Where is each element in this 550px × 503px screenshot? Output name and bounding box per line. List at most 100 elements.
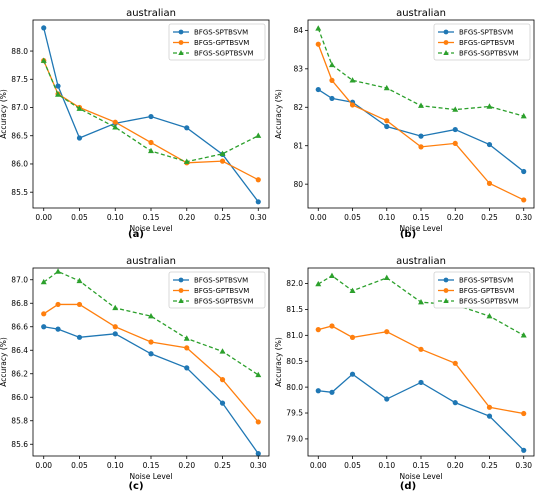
- panel-caption: (b): [400, 229, 416, 240]
- series-point-1: [55, 83, 61, 89]
- series-point-2: [315, 41, 321, 47]
- legend-label-3: BFGS-SGPTBSVM: [194, 50, 254, 58]
- x-tick-label: 0.15: [143, 213, 160, 222]
- legend-marker-2: [178, 288, 184, 293]
- series-point-3: [452, 106, 459, 112]
- x-tick-label: 0.25: [214, 461, 231, 470]
- legend-marker-1: [443, 29, 449, 35]
- series-point-2: [452, 140, 458, 147]
- series-line-3: [317, 274, 525, 336]
- series-line-3: [43, 270, 259, 376]
- series-point-1: [76, 135, 83, 141]
- plot-frame: [307, 19, 535, 209]
- series-point-3: [486, 103, 493, 109]
- y-tick-label: 80.0: [286, 383, 303, 392]
- legend-label-2: BFGS-GPTBSVM: [459, 287, 514, 295]
- legend: BFGS-SPTBSVM BFGS-GPTBSVM BFGS-SGPTBSVM: [433, 23, 531, 61]
- series-point-3: [383, 274, 390, 281]
- series-line-2: [43, 303, 259, 423]
- series-point-3: [349, 77, 356, 83]
- x-tick-label: 0.25: [214, 213, 231, 222]
- series-line-1: [317, 89, 525, 172]
- legend-marker-3: [443, 50, 449, 55]
- series-point-2: [315, 327, 321, 333]
- chart-panel-1: australian 0.00 0.05 0.10 0.15 0.20 0.25 0.30 85…: [0, 8, 270, 240]
- series-point-1: [486, 141, 493, 148]
- series-point-1: [349, 371, 356, 377]
- x-axis-label: Noise Level: [400, 224, 443, 233]
- x-tick-label: 0.20: [447, 461, 464, 470]
- series-line-2: [318, 325, 524, 415]
- series-point-2: [55, 301, 61, 308]
- series-point-1: [255, 199, 261, 205]
- x-tick-label: 0.15: [413, 213, 430, 222]
- x-tick-label: 0.05: [344, 213, 361, 222]
- series-point-1: [384, 123, 390, 130]
- series-point-3: [148, 147, 154, 154]
- y-tick-label: 82: [293, 103, 303, 112]
- panel-caption: (d): [400, 481, 416, 492]
- series-point-2: [112, 119, 118, 125]
- chart-panel-3: australian 0.00 0.05 0.10 0.15 0.20 0.25 0.30 85…: [0, 256, 270, 492]
- series-point-2: [41, 311, 47, 317]
- x-tick-label: 0.20: [178, 461, 195, 470]
- series-point-3: [40, 57, 47, 63]
- x-tick-label: 0.15: [143, 461, 160, 470]
- series-point-3: [383, 84, 390, 91]
- series-point-1: [315, 86, 321, 93]
- series-point-3: [55, 91, 62, 97]
- legend-label-1: BFGS-SPTBSVM: [459, 29, 513, 37]
- y-tick-label: 85.8: [11, 416, 28, 425]
- series-line-2: [43, 60, 259, 181]
- series-point-1: [55, 326, 61, 332]
- series-point-3: [349, 287, 356, 293]
- panel-caption: (a): [128, 229, 144, 240]
- series-point-1: [255, 451, 261, 457]
- series-point-1: [384, 396, 390, 402]
- y-tick-label: 82.0: [286, 279, 303, 288]
- series-point-1: [41, 25, 47, 31]
- x-tick-label: 0.00: [35, 461, 52, 470]
- legend-marker-3: [178, 298, 184, 303]
- series-point-2: [418, 346, 424, 352]
- x-tick-label: 0.10: [107, 213, 124, 222]
- legend-marker-1: [178, 29, 184, 35]
- x-tick-label: 0.00: [310, 213, 327, 222]
- series-point-2: [329, 77, 335, 83]
- legend-label-2: BFGS-GPTBSVM: [459, 39, 514, 47]
- y-tick-label: 86.8: [11, 299, 28, 308]
- chart-title: australian: [396, 256, 446, 267]
- series-point-2: [486, 180, 493, 186]
- chart-title: australian: [126, 8, 176, 19]
- series-point-3: [183, 335, 190, 341]
- series-line-3: [43, 60, 259, 163]
- y-axis-label: Accuracy (%): [274, 337, 283, 387]
- series-point-1: [452, 400, 458, 406]
- series-point-1: [41, 324, 47, 330]
- series-point-1: [521, 168, 527, 175]
- series-point-3: [255, 371, 262, 378]
- x-axis-label: Noise Level: [130, 224, 173, 233]
- x-tick-label: 0.20: [178, 213, 195, 222]
- y-tick-label: 86.0: [11, 393, 28, 402]
- series-point-3: [112, 124, 119, 130]
- legend: BFGS-SPTBSVM BFGS-GPTBSVM BFGS-SGPTBSVM: [433, 271, 531, 309]
- legend-label-2: BFGS-GPTBSVM: [194, 39, 249, 47]
- legend-label-3: BFGS-SGPTBSVM: [459, 50, 519, 58]
- series-point-1: [76, 334, 83, 340]
- series-line-2: [317, 43, 525, 201]
- series-point-2: [521, 410, 527, 417]
- series-point-3: [328, 61, 335, 68]
- series-point-2: [384, 329, 390, 335]
- y-tick-label: 79.0: [286, 435, 303, 444]
- series-line-1: [318, 373, 525, 451]
- series-point-1: [112, 331, 118, 337]
- legend-box: [433, 23, 531, 61]
- y-axis-label: Accuracy (%): [274, 89, 283, 139]
- series-point-1: [418, 133, 424, 139]
- series-point-1: [148, 351, 154, 357]
- series-point-2: [418, 144, 424, 150]
- y-tick-label: 86.4: [11, 346, 28, 355]
- plot-frame: [307, 267, 535, 457]
- series-point-2: [76, 301, 83, 308]
